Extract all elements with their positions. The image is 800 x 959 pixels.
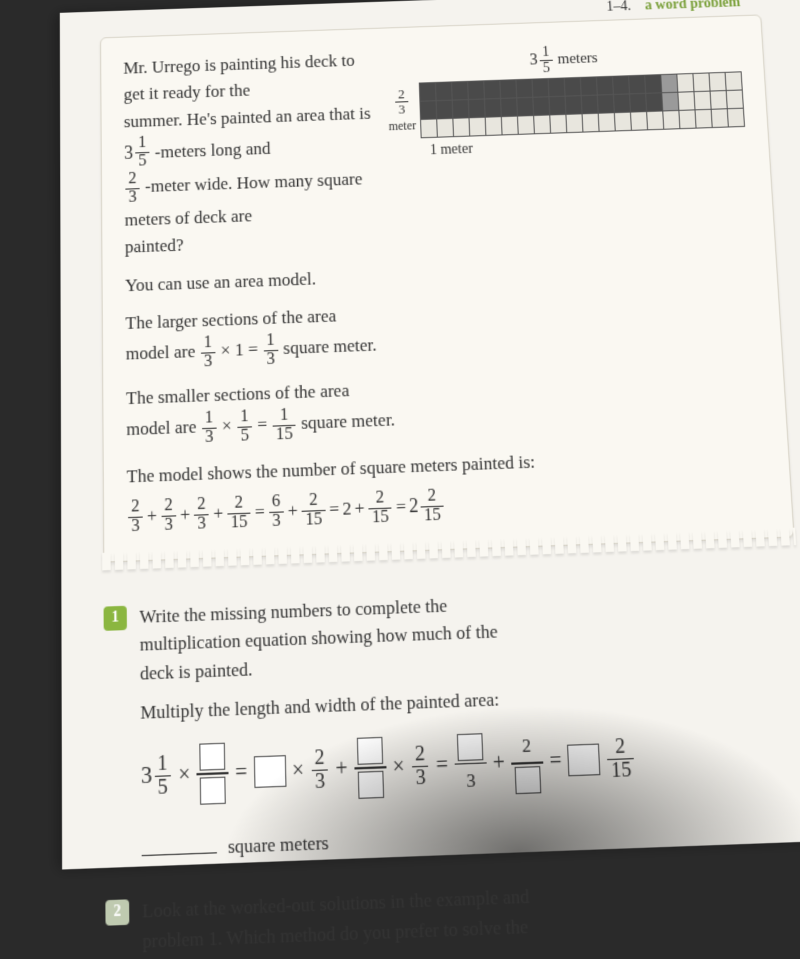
question-badge-1: 1 [104,605,127,630]
blank-fraction-2[interactable] [353,737,387,799]
answer-line: square meters [141,817,639,865]
area-model-grid [419,71,745,138]
question-2: 2 Look at the worked-out solutions in th… [105,872,800,958]
header-accent: a word problem [645,0,741,13]
question-badge-2: 2 [105,900,129,926]
blank-fraction-1[interactable] [196,743,229,805]
area-model-left-label: 23 meter [387,86,416,135]
question-1: 1 Write the missing numbers to complete … [104,579,800,866]
area-model: 315 meters 23 meter 1 meter [386,38,746,163]
blank-whole-2[interactable] [567,744,600,777]
example-box: 315 meters 23 meter 1 meter Mr. Urrego i… [100,14,795,562]
answer-blank[interactable] [142,852,217,856]
blank-over-3[interactable]: 3 [453,733,487,797]
q1-equation: 315 × = × 23 + × 23 = 3 + 2 = 215 [141,727,637,808]
q1-line4: Multiply the length and width of the pai… [140,681,632,728]
torn-edge [102,527,796,570]
two-over-blank[interactable]: 2 [510,731,545,794]
page-range: 1–4. [606,0,631,15]
textbook-page: 1–4. a word problem 315 meters 23 meter … [60,0,800,870]
blank-whole-1[interactable] [253,755,286,788]
